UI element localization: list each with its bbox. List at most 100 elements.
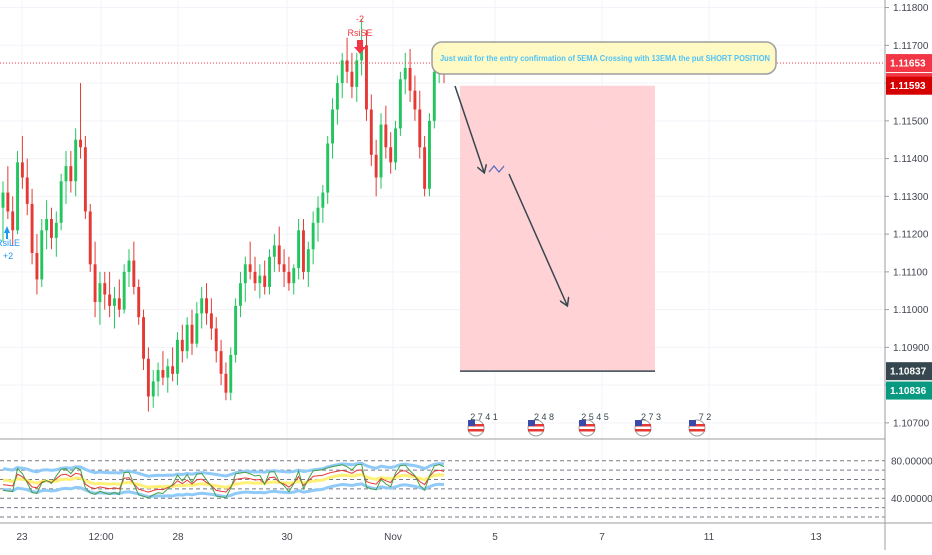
candle-body <box>50 219 53 238</box>
candle-body <box>54 222 58 238</box>
flag-canton <box>689 420 696 426</box>
candle-body <box>287 271 291 284</box>
candle-body <box>113 298 116 306</box>
event-label: 2 5 4 5 <box>581 412 609 422</box>
oscillator-signal-line <box>2 469 445 493</box>
candle-body <box>161 370 165 378</box>
flag-stripe <box>635 429 651 432</box>
candle-body <box>321 192 325 208</box>
candle-body <box>35 252 39 280</box>
candle-body <box>253 271 257 284</box>
candle-body <box>127 260 131 272</box>
price-tick-label: 1.11300 <box>893 192 929 203</box>
candle-body <box>156 370 160 382</box>
candle-body <box>88 211 92 265</box>
flag-stripe <box>468 429 484 432</box>
price-badge <box>886 76 932 95</box>
flag-stripe <box>579 424 595 427</box>
signal-count-label: +2 <box>3 251 13 261</box>
candle-body <box>282 264 286 272</box>
price-badge <box>886 381 932 400</box>
time-tick-label: 11 <box>704 532 715 543</box>
candle-body <box>25 177 29 204</box>
price-badge-label: 1.11653 <box>890 59 926 70</box>
candle-body <box>398 79 402 129</box>
price-tick-label: 1.11700 <box>893 41 929 52</box>
candle-body <box>229 354 233 393</box>
candle-body <box>74 139 78 182</box>
flag-stripe <box>689 429 705 432</box>
candle-body <box>190 324 194 344</box>
candle-body <box>268 256 271 287</box>
event-label: 7 2 <box>699 412 712 422</box>
time-tick-label: 13 <box>810 532 822 543</box>
oscillator-tick-label: 80.00000 <box>891 456 932 467</box>
price-tick-label: 1.11500 <box>893 116 929 127</box>
candle-body <box>360 45 364 61</box>
flag-stripe <box>528 424 544 427</box>
candle-body <box>355 60 359 87</box>
callout-box <box>431 41 777 75</box>
price-badge-label: 1.10836 <box>890 386 927 397</box>
candle-body <box>297 230 301 269</box>
candle-body <box>176 339 179 374</box>
candle-body <box>132 260 136 287</box>
drawings[interactable]: -2 RsiSE RsiLE +2 Just wait for the entry co… <box>0 14 885 305</box>
candle-body <box>302 230 305 272</box>
candle-body <box>316 207 320 223</box>
candle-body <box>103 283 107 295</box>
price-axis[interactable]: 1.118001.117001.116001.115001.114001.113… <box>884 0 932 550</box>
economic-events[interactable]: 2 7 4 1 2 4 8 2 5 4 5 2 7 3 7 2 <box>467 412 712 437</box>
candle-body <box>248 264 252 272</box>
event-label: 2 4 8 <box>534 412 554 422</box>
time-tick-label: 7 <box>599 532 605 543</box>
candle-body <box>200 298 204 314</box>
candle-body <box>374 154 378 178</box>
candle-body <box>394 128 397 163</box>
candle-body <box>418 109 422 148</box>
time-tick-label: 30 <box>281 532 293 543</box>
oscillator-pane <box>0 438 885 518</box>
time-axis[interactable]: 23 12:00 28 30 Nov 5 7 11 13 <box>0 522 932 543</box>
candle-body <box>243 264 247 284</box>
oscillator-tick-label: 40.00000 <box>891 494 932 505</box>
rsi-short-entry-label: RsiSE <box>347 28 372 38</box>
candle-body <box>277 245 281 265</box>
time-tick-label: Nov <box>384 532 402 543</box>
candle-body <box>108 294 112 306</box>
candle-body <box>239 283 242 306</box>
candle-body <box>408 67 412 91</box>
price-badge <box>886 362 932 381</box>
time-tick-label: 28 <box>172 532 184 543</box>
callout-text: Just wait for the entry confirmation of … <box>440 54 770 63</box>
candle-body <box>142 317 145 359</box>
flag-stripe <box>579 429 595 432</box>
candle-body <box>423 147 427 189</box>
long-signal-arrow-icon <box>4 226 10 239</box>
oscillator-lower-band <box>2 482 445 499</box>
candle-body <box>16 162 19 231</box>
flag-stripe <box>689 424 705 427</box>
candle-body <box>365 45 368 110</box>
projection-arrow <box>508 173 567 305</box>
candle-body <box>384 124 388 148</box>
candle-body <box>40 230 44 280</box>
candle-body <box>117 298 121 310</box>
price-tick-label: 1.11400 <box>893 154 929 165</box>
candle-body <box>122 271 126 310</box>
candle-body <box>20 162 24 178</box>
candle-body <box>64 166 68 182</box>
candle-body <box>306 249 310 272</box>
candlestick-series <box>1 18 446 412</box>
short-position-tool[interactable] <box>460 85 655 372</box>
candle-body <box>258 275 262 284</box>
flag-canton <box>579 420 586 426</box>
time-tick-label: 12:00 <box>88 532 113 543</box>
candle-body <box>369 109 373 155</box>
candle-body <box>151 381 155 397</box>
rsi-long-entry-label: RsiLE <box>0 238 20 248</box>
candle-body <box>209 313 213 329</box>
event-label: 2 7 3 <box>641 412 661 422</box>
